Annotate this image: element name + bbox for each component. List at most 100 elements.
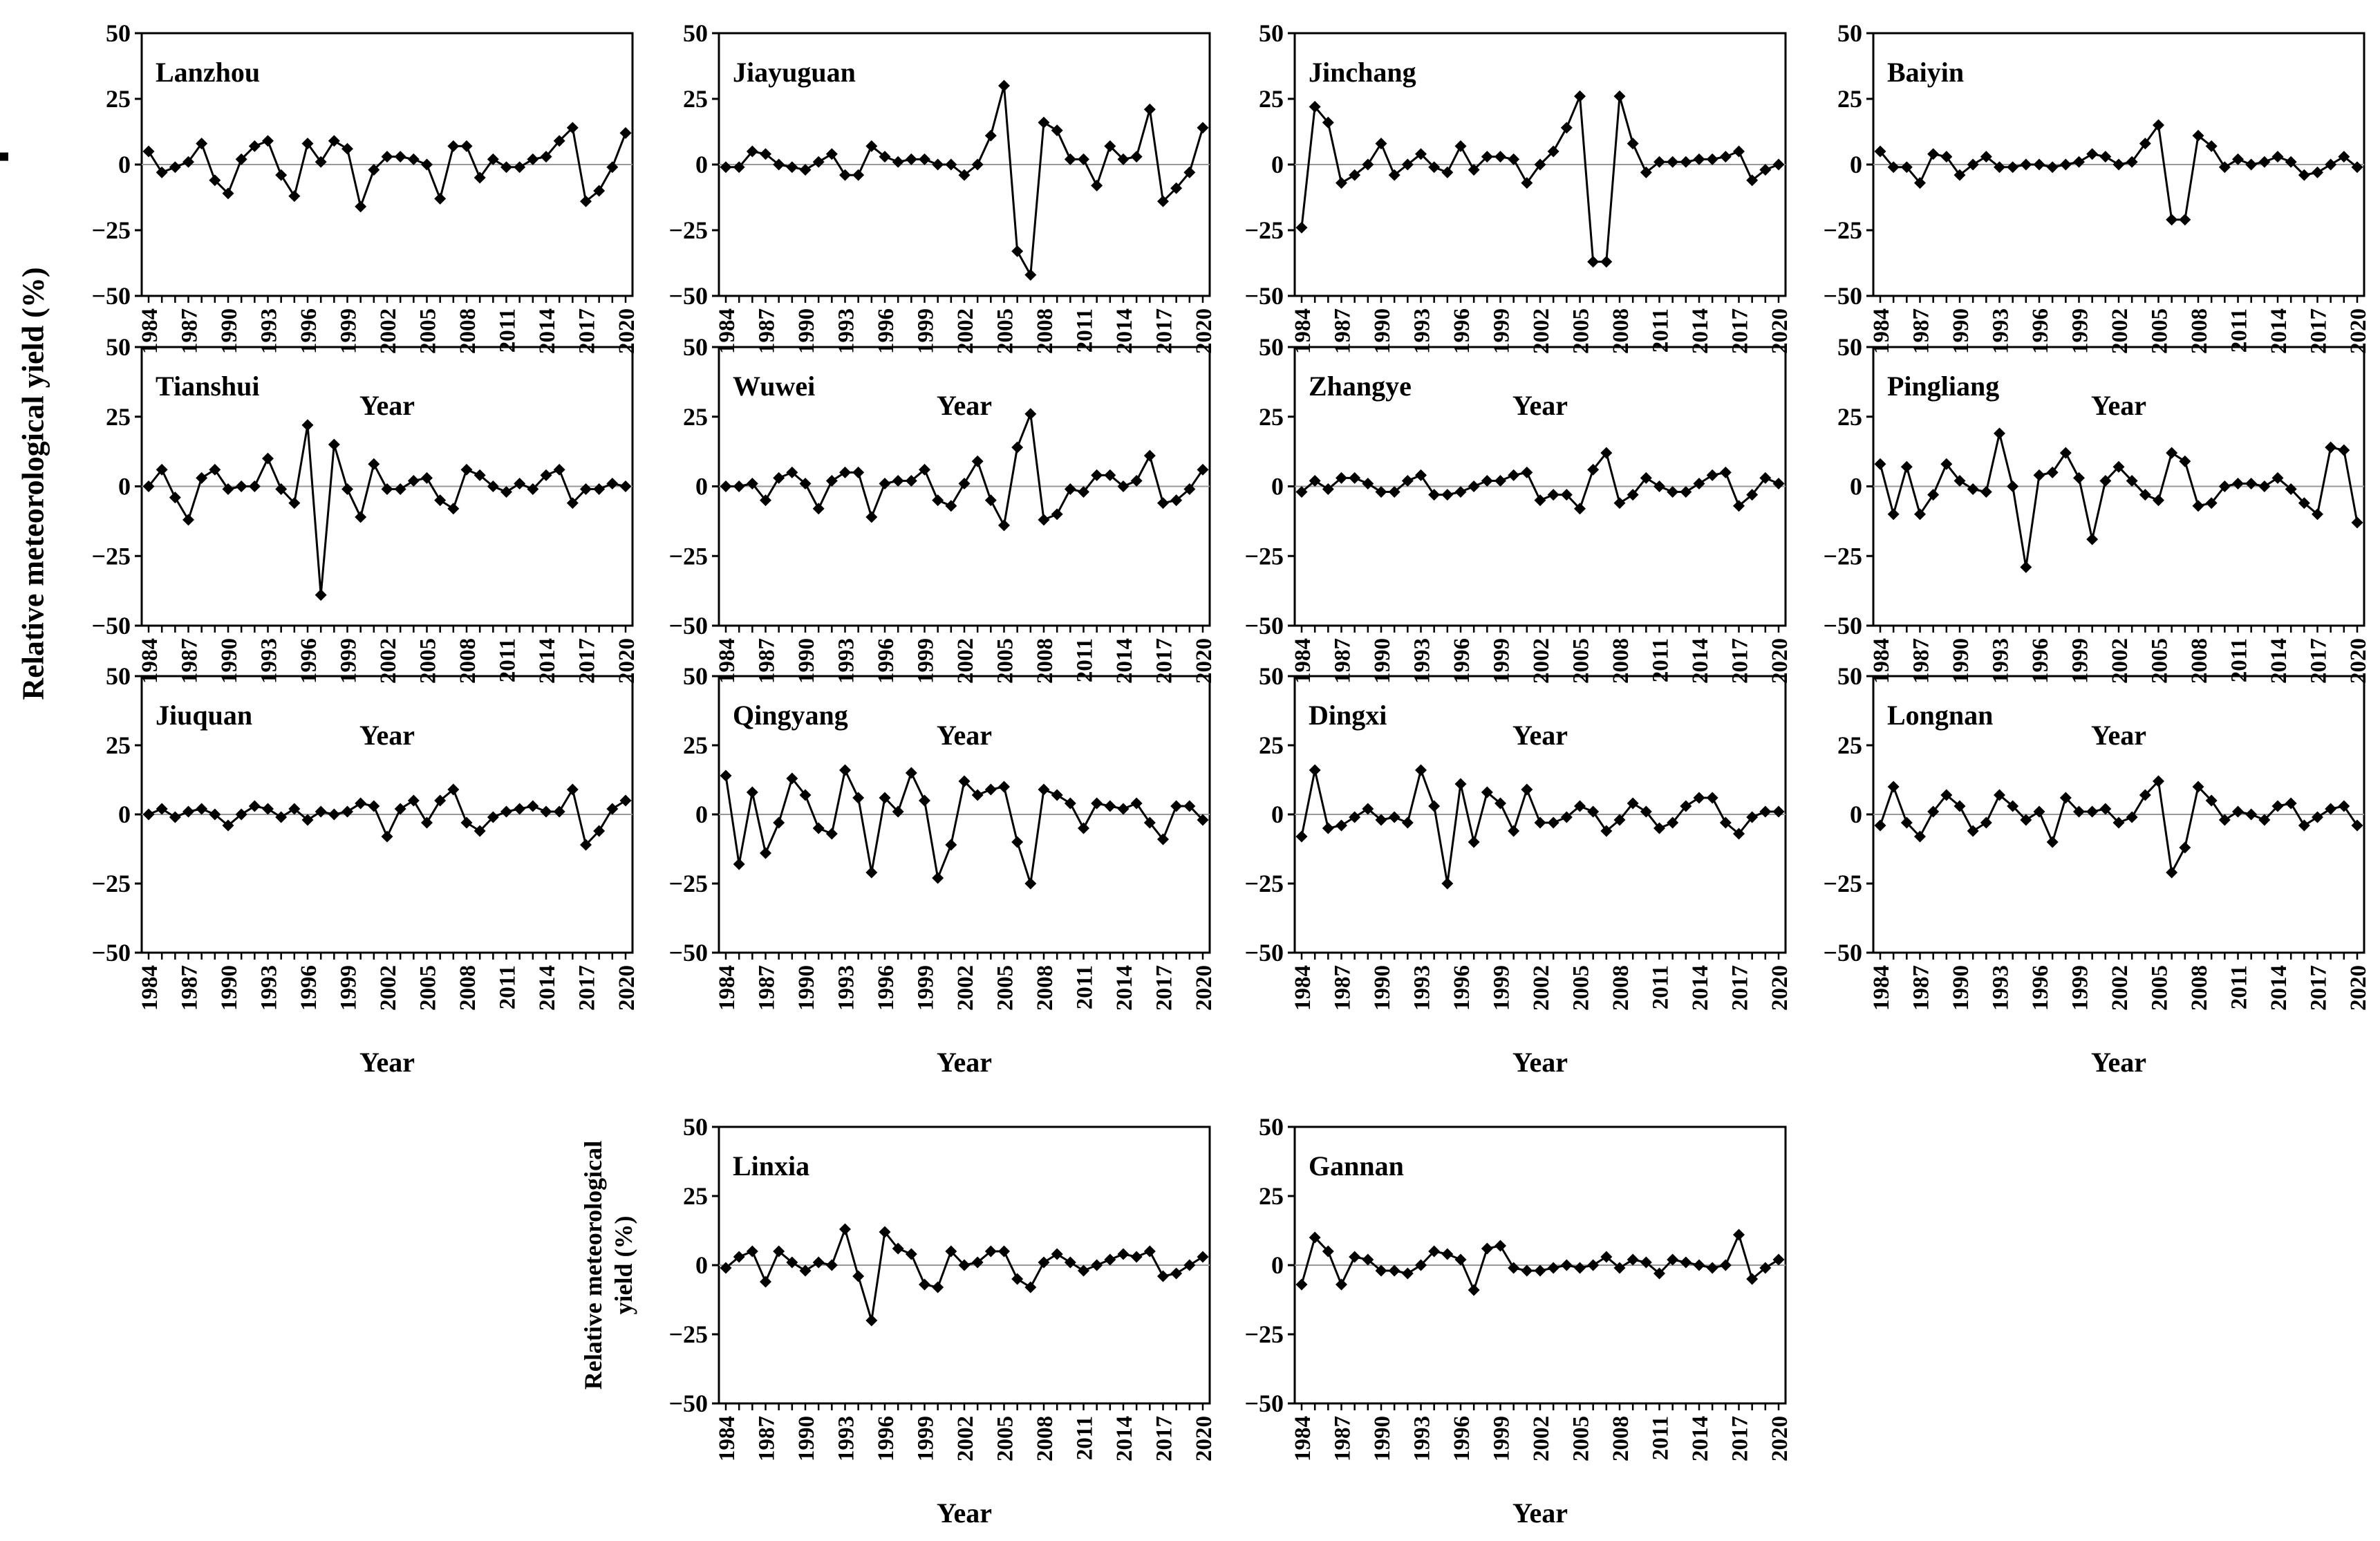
data-point xyxy=(566,122,579,134)
data-point xyxy=(182,514,194,526)
data-point xyxy=(760,1276,771,1288)
x-tick-label: 2005 xyxy=(993,1416,1018,1461)
data-point xyxy=(580,839,592,851)
x-tick-label: 2014 xyxy=(2267,965,2292,1011)
data-point xyxy=(1613,1262,1626,1274)
data-point xyxy=(1428,489,1441,501)
panel-title: Dingxi xyxy=(1309,700,1387,731)
data-point xyxy=(1091,797,1103,810)
data-point xyxy=(1091,469,1103,481)
data-point xyxy=(2033,469,2045,481)
data-point xyxy=(514,161,526,174)
data-point xyxy=(474,171,486,184)
y-tick-label: −50 xyxy=(1823,612,1862,639)
data-point xyxy=(2086,805,2099,818)
y-tick-label: 0 xyxy=(1271,151,1284,178)
data-point xyxy=(1600,1251,1613,1263)
data-point xyxy=(984,783,997,796)
data-point xyxy=(0,152,8,161)
panel-title: Tianshui xyxy=(156,371,260,402)
x-tick-label: 2002 xyxy=(1529,965,1554,1011)
data-point xyxy=(1900,460,1913,473)
x-tick-label: 1993 xyxy=(257,965,282,1011)
x-tick-label: 2005 xyxy=(993,965,1018,1011)
x-tick-label: 2011 xyxy=(1073,638,1098,682)
series-line xyxy=(726,413,1204,529)
data-point xyxy=(2192,500,2204,512)
data-point xyxy=(825,1259,838,1271)
data-point xyxy=(1587,805,1600,818)
data-point xyxy=(315,156,327,168)
data-point xyxy=(394,483,406,496)
data-point xyxy=(580,195,592,207)
data-point xyxy=(1733,1229,1745,1241)
x-tick-label: 1987 xyxy=(1331,965,1356,1011)
x-tick-label: 1990 xyxy=(794,1416,819,1461)
y-tick-label: 25 xyxy=(1259,85,1284,113)
data-point xyxy=(2166,214,2178,226)
data-point xyxy=(421,158,433,171)
series-line xyxy=(725,1226,1203,1321)
data-point xyxy=(1733,145,1745,158)
data-point xyxy=(169,161,181,174)
data-point xyxy=(1038,514,1050,526)
data-point xyxy=(487,153,499,165)
data-point xyxy=(1197,122,1209,134)
x-tick-label: 1990 xyxy=(217,965,242,1011)
data-point xyxy=(262,803,274,815)
y-tick-label: −50 xyxy=(1823,939,1862,966)
y-tick-label: 50 xyxy=(1259,19,1284,47)
y-tick-label: 50 xyxy=(1259,333,1284,361)
data-point xyxy=(746,786,758,798)
x-tick-label: 2011 xyxy=(496,308,521,353)
data-point xyxy=(1693,1259,1705,1271)
data-point xyxy=(1746,489,1759,501)
y-tick-label: 25 xyxy=(106,731,131,759)
data-point xyxy=(1613,90,1626,102)
panel-longnan: 50 25 0 −25 −50 1984 1987 1990 1993 1996 1999 2002 2… xyxy=(1823,662,2371,1078)
data-point xyxy=(1143,449,1156,462)
data-point xyxy=(275,169,288,181)
data-point xyxy=(998,80,1010,92)
y-tick-label: −50 xyxy=(668,939,708,966)
data-point xyxy=(1454,140,1467,152)
data-point xyxy=(1574,800,1586,812)
data-point xyxy=(1038,1256,1050,1269)
data-point xyxy=(2179,455,2191,467)
y-tick-label: −50 xyxy=(668,1390,708,1417)
data-point xyxy=(1117,480,1130,492)
data-point xyxy=(1104,1253,1116,1266)
data-point xyxy=(760,847,771,859)
data-point xyxy=(1481,1242,1493,1255)
data-point xyxy=(1038,783,1050,796)
data-point xyxy=(407,794,420,807)
x-tick-label: 1996 xyxy=(1450,965,1474,1011)
y-tick-label: −25 xyxy=(1244,870,1284,897)
y-tick-label: 25 xyxy=(1259,731,1284,759)
data-point xyxy=(460,463,473,476)
data-point xyxy=(1494,474,1506,487)
data-point xyxy=(580,483,592,496)
data-point xyxy=(984,1245,997,1258)
x-tick-label: 2005 xyxy=(1569,965,1594,1011)
data-point xyxy=(1362,477,1374,489)
data-point xyxy=(733,480,745,492)
data-point xyxy=(1521,1264,1533,1277)
data-point xyxy=(1667,816,1679,829)
y-tick-label: 25 xyxy=(683,1182,708,1210)
data-point xyxy=(142,480,155,492)
x-tick-label: 2008 xyxy=(2187,965,2212,1011)
data-point xyxy=(209,463,221,476)
y-tick-label: −50 xyxy=(1244,282,1284,310)
x-tick-label: 2011 xyxy=(2227,965,2252,1009)
x-tick-label: 2017 xyxy=(2307,965,2332,1011)
x-tick-label: 1993 xyxy=(834,1416,859,1461)
x-axis-label: Year xyxy=(1512,1047,1568,1078)
data-point xyxy=(1508,469,1520,481)
data-point xyxy=(2298,819,2310,832)
y-tick-label: −25 xyxy=(1823,216,1862,244)
y-tick-label: 0 xyxy=(118,151,131,178)
data-point xyxy=(2205,794,2218,807)
x-axis-label: Year xyxy=(2091,390,2146,421)
data-point xyxy=(1547,816,1559,829)
